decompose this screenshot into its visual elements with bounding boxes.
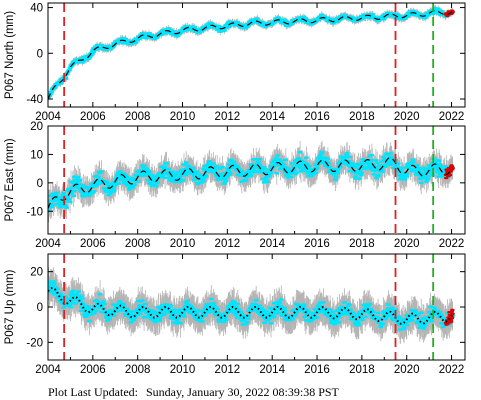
north-panel: 2004 2006 2008 2010 2012 2014 2016 2018 2020 2022… (4, 2, 466, 123)
x-tick-label: 2020 (394, 238, 420, 250)
x-tick-label: 2004 (35, 364, 61, 376)
x-tick-label: 2012 (215, 111, 241, 123)
x-tick-label: 2016 (304, 238, 330, 250)
y-tick-label: -40 (26, 94, 43, 106)
east-panel: 2004 2006 2008 2010 2012 2014 2016 2018 2020 2022… (4, 121, 466, 250)
x-tick-label: 2022 (439, 111, 465, 123)
x-tick-label: 2018 (349, 364, 375, 376)
y-tick-label: 10 (30, 149, 43, 161)
x-tick-label: 2016 (304, 111, 330, 123)
x-tick-label: 2008 (125, 238, 151, 250)
x-tick-label: 2010 (170, 238, 196, 250)
up-panel: 2004 2006 2008 2010 2012 2014 2016 2018 2020 2022… (4, 253, 466, 376)
x-tick-label: 2014 (259, 238, 285, 250)
x-tick-label: 2008 (125, 111, 151, 123)
x-tick-label: 2016 (304, 364, 330, 376)
y-tick-label: 20 (30, 121, 43, 133)
x-tick-label: 2022 (439, 364, 465, 376)
x-tick-label: 2004 (35, 238, 61, 250)
footer-timestamp: Sunday, January 30, 2022 08:39:38 PST (146, 385, 340, 399)
x-tick-label: 2018 (349, 238, 375, 250)
x-tick-label: 2004 (35, 111, 61, 123)
x-tick-label: 2012 (215, 364, 241, 376)
y-tick-label: 0 (37, 178, 43, 190)
east-axis-label: P067 East (mm) (4, 138, 16, 221)
x-tick-label: 2010 (170, 111, 196, 123)
x-tick-label: 2020 (394, 364, 420, 376)
x-tick-label: 2014 (259, 111, 285, 123)
y-tick-label: 0 (37, 48, 43, 60)
x-tick-label: 2012 (215, 238, 241, 250)
model-line (48, 10, 453, 100)
up-axis-label: P067 Up (mm) (4, 269, 16, 344)
plot-area (48, 3, 456, 107)
x-tick-label: 2018 (349, 111, 375, 123)
x-tick-label: 2022 (439, 238, 465, 250)
y-tick-label: 40 (30, 3, 43, 15)
x-tick-label: 2006 (80, 238, 106, 250)
footer-label: Plot Last Updated: (48, 385, 138, 399)
x-tick-label: 2006 (80, 111, 106, 123)
plot-border (47, 2, 466, 108)
y-tick-label: 20 (30, 267, 43, 279)
y-tick-label: 0 (37, 302, 43, 314)
x-tick-label: 2010 (170, 364, 196, 376)
x-tick-label: 2008 (125, 364, 151, 376)
x-tick-label: 2020 (394, 111, 420, 123)
y-tick-label: -20 (26, 337, 43, 349)
x-tick-label: 2006 (80, 364, 106, 376)
north-axis-label: P067 North (mm) (4, 11, 16, 99)
model-line (48, 157, 453, 209)
plot-border (47, 125, 466, 235)
y-tick-label: -10 (26, 206, 43, 218)
x-tick-label: 2014 (259, 364, 285, 376)
